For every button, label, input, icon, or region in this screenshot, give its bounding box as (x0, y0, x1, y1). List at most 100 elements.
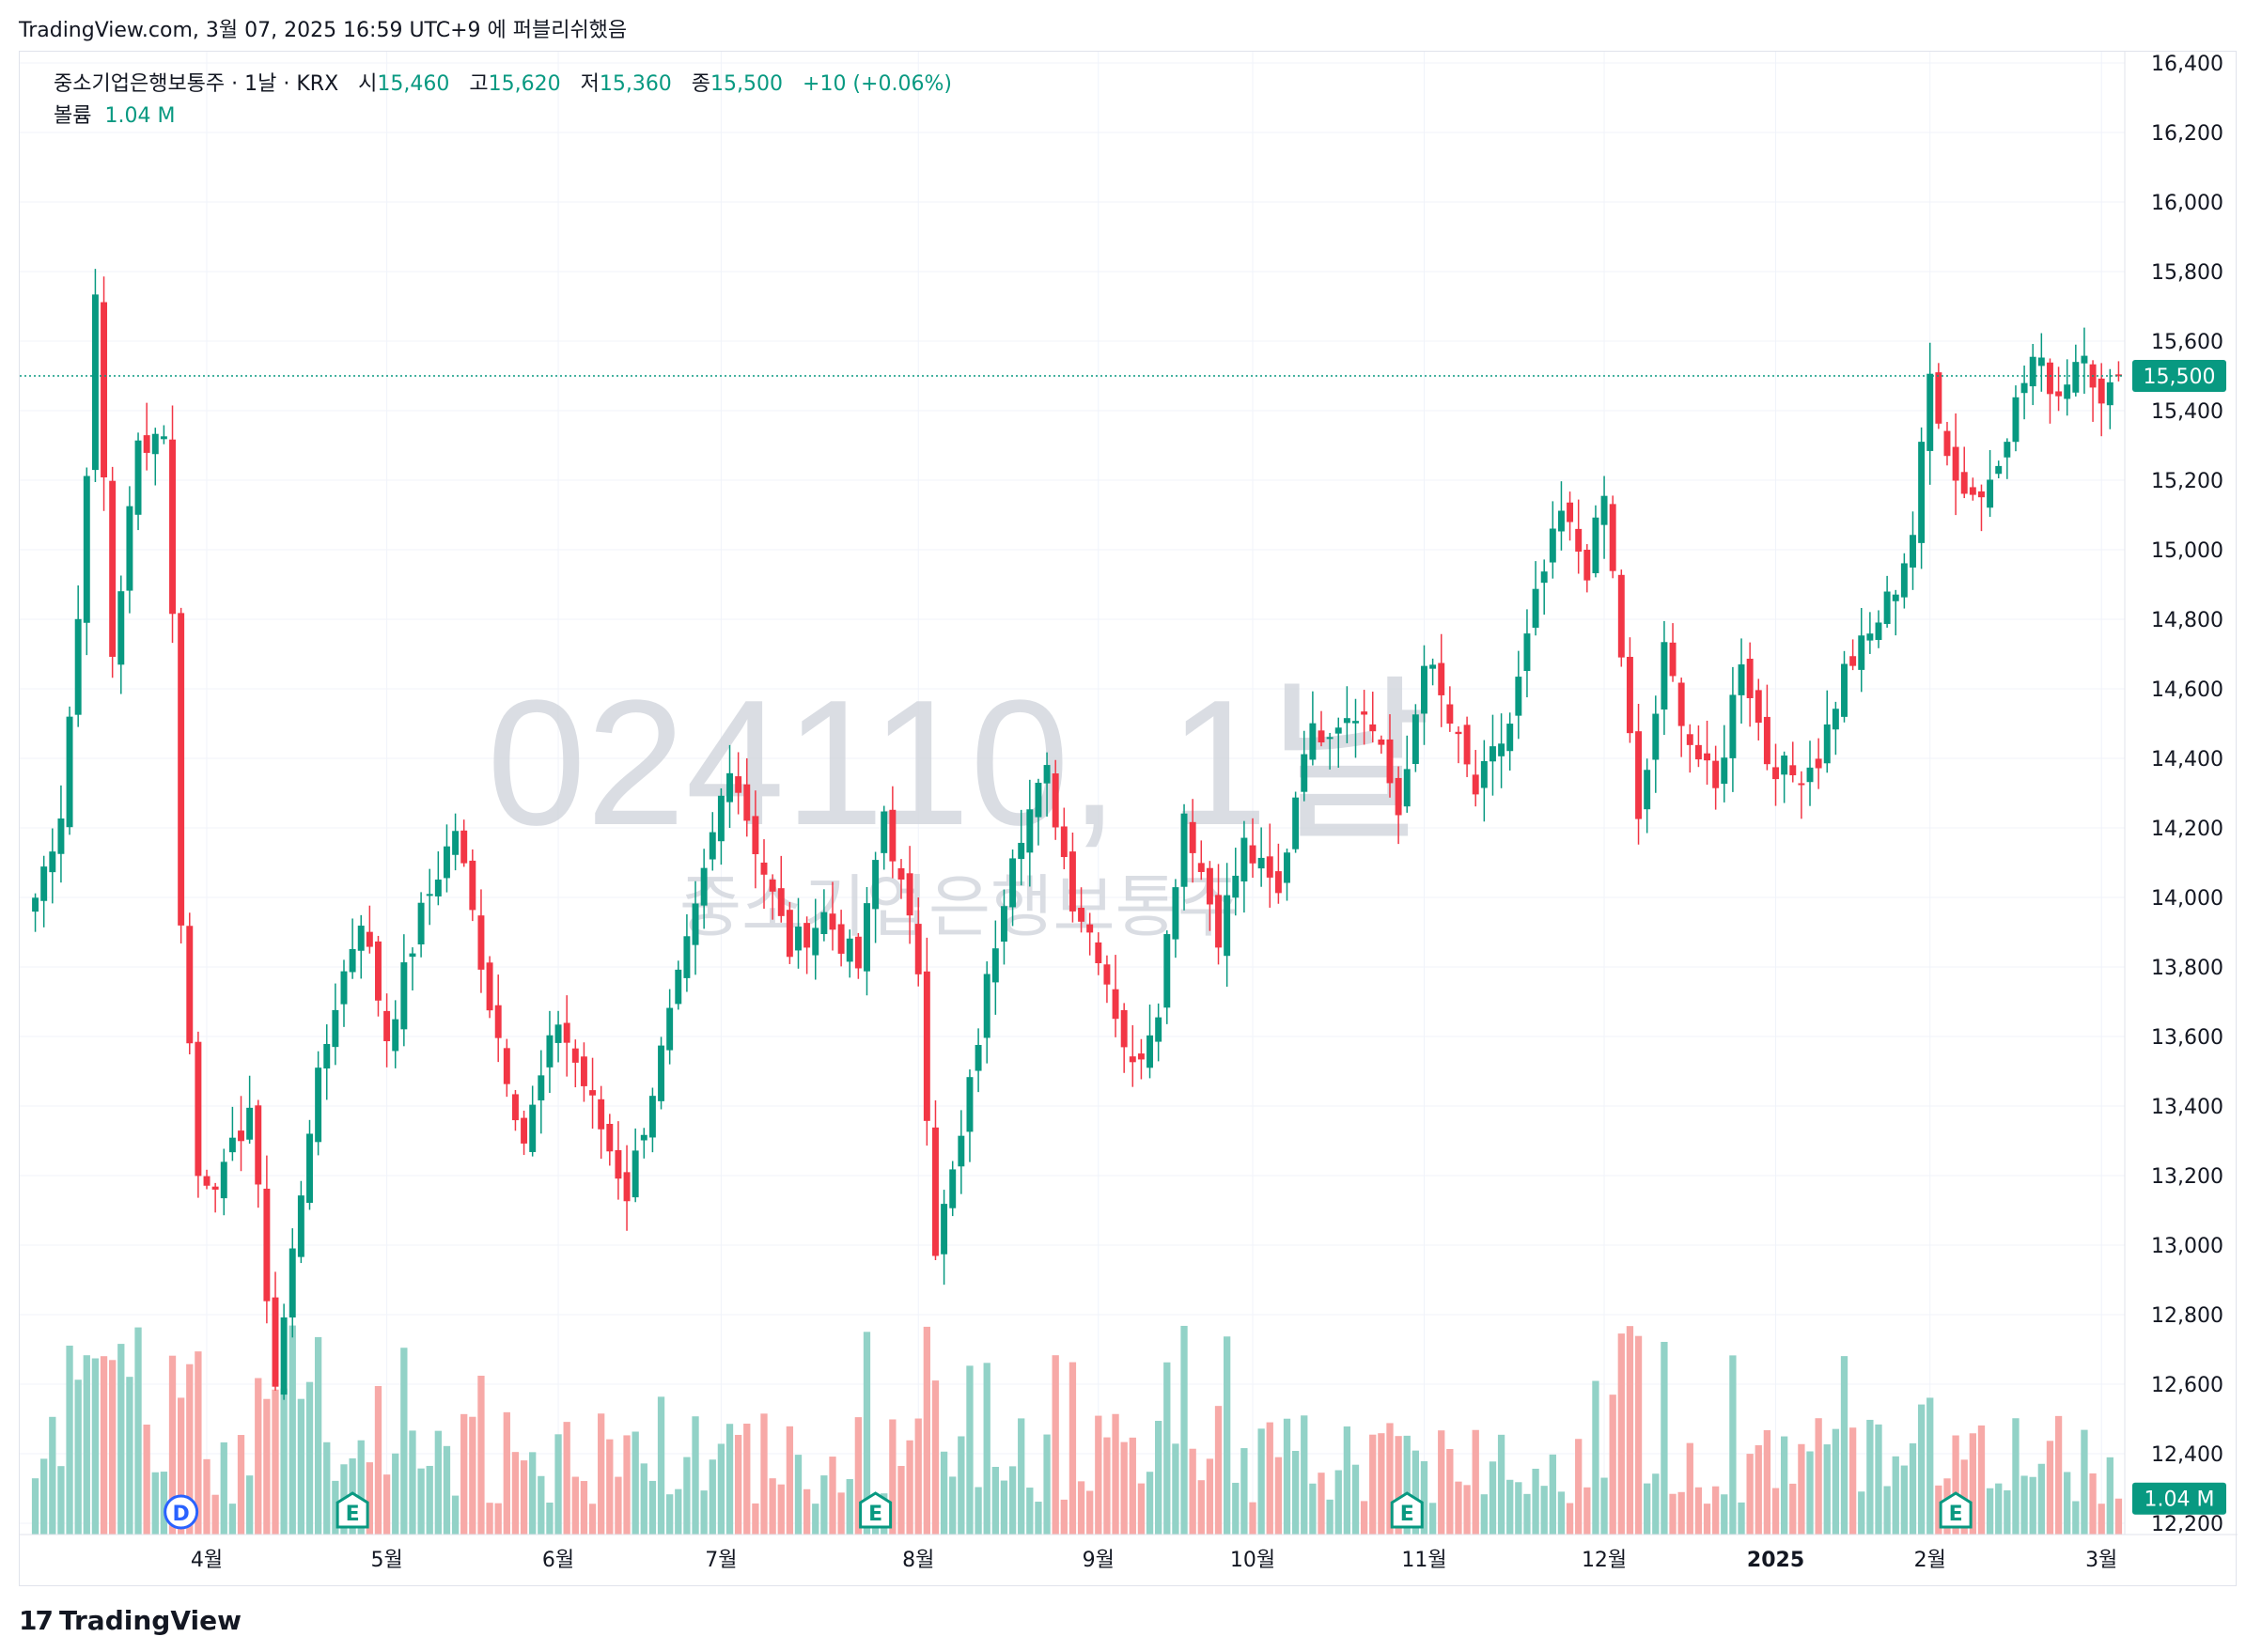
candle[interactable] (1266, 823, 1273, 908)
candle[interactable] (1781, 751, 1788, 803)
candle[interactable] (169, 405, 176, 644)
candle[interactable] (941, 1190, 948, 1286)
candle[interactable] (752, 790, 759, 889)
candle[interactable] (511, 1089, 519, 1131)
candle[interactable] (1172, 879, 1179, 958)
candle[interactable] (1112, 955, 1119, 1037)
candle[interactable] (932, 1100, 939, 1261)
candle[interactable] (211, 1182, 219, 1213)
candle[interactable] (1583, 544, 1591, 593)
candle[interactable] (383, 993, 391, 1068)
candle[interactable] (640, 1128, 647, 1159)
candle[interactable] (1832, 701, 1839, 756)
candle[interactable] (1721, 725, 1728, 803)
candle[interactable] (220, 1148, 227, 1216)
candle[interactable] (1086, 912, 1094, 956)
candle[interactable] (812, 898, 819, 980)
candle[interactable] (1661, 620, 1668, 736)
candle[interactable] (1592, 505, 1599, 578)
candle[interactable] (1746, 642, 1754, 727)
candle[interactable] (117, 575, 125, 694)
candle[interactable] (1489, 714, 1496, 796)
candle[interactable] (1352, 698, 1359, 758)
candle[interactable] (255, 1099, 262, 1208)
candle[interactable] (2072, 344, 2080, 397)
candle[interactable] (246, 1075, 254, 1145)
candle[interactable] (546, 1010, 554, 1094)
candle[interactable] (1292, 791, 1300, 853)
candle[interactable] (1883, 575, 1891, 628)
candle[interactable] (332, 983, 339, 1066)
candle[interactable] (803, 916, 811, 974)
candle[interactable] (2081, 327, 2088, 395)
candle[interactable] (554, 1010, 562, 1063)
candle[interactable] (846, 929, 853, 978)
candle[interactable] (623, 1145, 631, 1231)
candle[interactable] (1806, 740, 1814, 806)
candle[interactable] (2055, 366, 2063, 412)
candle[interactable] (1421, 645, 1427, 745)
candle[interactable] (306, 1119, 313, 1210)
candle[interactable] (1978, 484, 1985, 532)
candle[interactable] (1361, 690, 1368, 745)
candle[interactable] (1095, 932, 1102, 975)
candle[interactable] (2012, 385, 2020, 452)
candlestick-chart[interactable]: 024110, 1날 중소기업은행보통주 16,40016,20016,0001… (20, 52, 2238, 1587)
candle[interactable] (914, 897, 922, 987)
candle[interactable] (743, 757, 751, 837)
candle[interactable] (1318, 710, 1325, 747)
candle[interactable] (160, 425, 167, 444)
candle[interactable] (109, 466, 117, 678)
candle[interactable] (263, 1155, 271, 1324)
candle[interactable] (126, 486, 133, 614)
candle[interactable] (1523, 609, 1531, 698)
candle[interactable] (1600, 475, 1608, 559)
candle[interactable] (1403, 735, 1411, 813)
candle[interactable] (1935, 363, 1942, 429)
candle[interactable] (74, 584, 82, 727)
candle[interactable] (340, 959, 348, 1027)
candle[interactable] (529, 1085, 537, 1157)
candle[interactable] (1189, 799, 1196, 883)
candle[interactable] (1000, 889, 1007, 965)
candle[interactable] (692, 881, 699, 975)
candle[interactable] (143, 402, 150, 471)
earnings-marker[interactable]: E (1390, 1491, 1424, 1529)
chart-frame[interactable]: 024110, 1날 중소기업은행보통주 16,400 16,200 16,000 1… (19, 51, 2238, 1587)
candle[interactable] (1823, 690, 1831, 773)
candle[interactable] (1549, 501, 1556, 579)
candle[interactable] (1240, 820, 1248, 913)
candle[interactable] (606, 1114, 614, 1166)
candle[interactable] (1043, 752, 1051, 817)
candle[interactable] (1841, 650, 1848, 723)
candle[interactable] (658, 1036, 665, 1110)
candle[interactable] (735, 752, 742, 815)
candle[interactable] (675, 960, 682, 1010)
candle[interactable] (1712, 745, 1720, 810)
earnings-marker[interactable]: E (335, 1491, 369, 1529)
candle[interactable] (417, 892, 425, 958)
candle[interactable] (1429, 658, 1437, 686)
candle[interactable] (2037, 333, 2045, 392)
candle[interactable] (323, 1024, 331, 1100)
candle[interactable] (975, 1028, 982, 1093)
earnings-marker[interactable]: E (859, 1491, 893, 1529)
candle[interactable] (400, 934, 408, 1047)
candle[interactable] (1035, 778, 1042, 846)
candle[interactable] (1755, 678, 1762, 740)
candle[interactable] (1326, 732, 1334, 770)
candle[interactable] (409, 947, 416, 991)
candle[interactable] (983, 961, 990, 1064)
candle[interactable] (228, 1106, 236, 1161)
candle[interactable] (923, 937, 930, 1146)
candle[interactable] (1557, 481, 1565, 551)
candle[interactable] (563, 995, 570, 1077)
candle[interactable] (186, 912, 194, 1055)
candle[interactable] (57, 785, 65, 883)
candle[interactable] (1875, 610, 1882, 648)
candle[interactable] (1060, 807, 1068, 870)
candle[interactable] (906, 846, 913, 944)
candle[interactable] (366, 905, 373, 954)
candle[interactable] (881, 805, 888, 870)
candle[interactable] (1334, 717, 1342, 768)
